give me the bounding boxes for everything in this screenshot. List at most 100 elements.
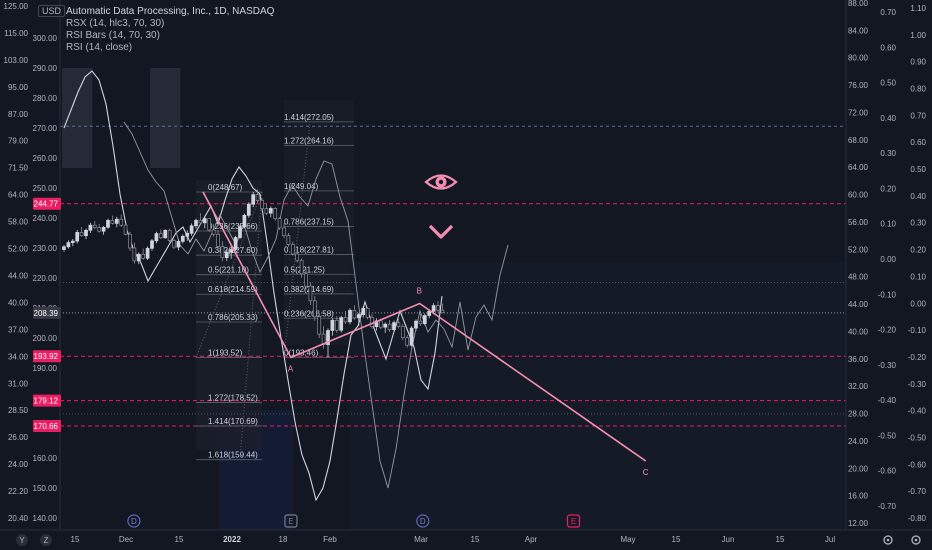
left-axis-tick: 20.40 (8, 514, 29, 523)
candle (202, 216, 207, 229)
candle-body (176, 241, 181, 248)
candle (255, 189, 260, 203)
indicator-rsx[interactable]: RSX (14, hlc3, 70, 30) (66, 18, 165, 29)
candle-body (79, 232, 84, 237)
candle (180, 234, 185, 244)
candle-body (251, 194, 256, 205)
candle (229, 245, 234, 259)
price-marker (33, 420, 61, 433)
right-axis-1-tick: 56.00 (848, 218, 869, 227)
candle (163, 229, 168, 239)
right-axis-2-tick: 0.20 (880, 184, 896, 193)
currency-badge[interactable]: USD (38, 5, 66, 17)
candle (75, 230, 80, 244)
symbol-title[interactable]: Automatic Data Processing, Inc., 1D, NAS… (66, 6, 275, 17)
time-axis-tick: Feb (323, 535, 337, 544)
right-axis-3-tick: -0.10 (908, 326, 927, 335)
candle-body (295, 253, 300, 261)
candle (317, 313, 322, 338)
candle-body (400, 325, 405, 339)
fib-box-a (196, 180, 262, 450)
settings-icon[interactable] (911, 535, 921, 545)
candle-body (370, 316, 374, 327)
main-axis-tick: 290.00 (33, 64, 58, 73)
candle-body (427, 310, 432, 316)
candle-body (414, 320, 418, 329)
candle (198, 213, 203, 225)
candle (304, 269, 308, 290)
y-axis-icon[interactable]: Y (16, 534, 28, 546)
right-axis-1-tick: 64.00 (848, 163, 869, 172)
right-axis-1-tick: 72.00 (848, 108, 869, 117)
rsi-indicator (123, 121, 509, 489)
earnings-box (284, 514, 298, 528)
candle-body (378, 320, 383, 328)
price-marker (33, 306, 61, 319)
z-axis-icon[interactable]: Z (40, 534, 52, 546)
candle-body (97, 227, 102, 232)
candle-body (229, 249, 234, 253)
candle (387, 320, 392, 332)
indicator-rsi-bars[interactable]: RSI Bars (14, 70, 30) (66, 30, 160, 41)
fib-label: 1.272(264.16) (284, 137, 334, 146)
candle-body (282, 227, 286, 237)
candle (422, 313, 427, 326)
time-axis-tick: Dec (119, 535, 133, 544)
time-axis-tick: Apr (525, 535, 538, 544)
level-group (60, 125, 846, 427)
candle (330, 318, 335, 336)
price-marker-text: 179.12 (34, 397, 59, 406)
candle (343, 311, 348, 324)
candle (106, 218, 110, 229)
candle (286, 233, 291, 247)
candle-body (431, 305, 436, 312)
gear-icon[interactable] (883, 535, 893, 545)
candle-body (150, 240, 154, 249)
right-axis-3-tick: -0.30 (908, 380, 927, 389)
time-axis-tick: 15 (71, 535, 80, 544)
time-axis-tick: 15 (672, 535, 681, 544)
time-axis-tick: 15 (471, 535, 480, 544)
main-axis-tick: 260.00 (33, 154, 58, 163)
candle (66, 240, 71, 249)
candle (312, 296, 317, 321)
candle (308, 282, 313, 305)
candle (114, 216, 119, 228)
indicator-rsi[interactable]: RSI (14, close) (66, 42, 133, 53)
time-axis-tick: May (620, 535, 635, 544)
candle-body (317, 316, 322, 335)
candle (233, 235, 238, 251)
candle-body (277, 218, 282, 229)
candle-body (440, 309, 445, 314)
right-axis-1-tick: 28.00 (848, 410, 869, 419)
candle-body (233, 237, 238, 250)
left-axis-tick: 79.00 (8, 137, 29, 146)
right-axis-2-tick: 0.50 (880, 79, 896, 88)
candle (418, 314, 423, 326)
main-axis-tick: 300.00 (33, 34, 58, 43)
candle-body (422, 315, 427, 324)
fib-label: 0.786(205.33) (208, 313, 258, 322)
right-axis-1-tick: 12.00 (848, 519, 869, 528)
candle (370, 314, 374, 329)
candle-body (334, 319, 339, 331)
candle-body (66, 242, 71, 248)
right-axis-2-tick: 0.40 (880, 114, 896, 123)
right-axis-2-tick: 0.60 (880, 43, 896, 52)
right-axis-3-tick: 0.30 (910, 219, 926, 228)
left-axis-tick: 26.00 (8, 433, 29, 442)
right-axis-1-tick: 84.00 (848, 26, 869, 35)
candle-body (110, 220, 115, 224)
left-axis-tick: 22.20 (8, 487, 29, 496)
right-axis-2-tick: -0.10 (878, 290, 897, 299)
right-axis-2-tick: -0.20 (878, 326, 897, 335)
left-axis-tick: 87.00 (8, 110, 29, 119)
gear-hub (886, 538, 890, 542)
right-axis-2-tick: -0.50 (878, 431, 897, 440)
candle (110, 215, 115, 225)
candle-body (312, 300, 317, 318)
dividend-circle (416, 514, 430, 528)
candle-body (246, 203, 251, 216)
left-axis-tick: 31.00 (8, 379, 29, 388)
